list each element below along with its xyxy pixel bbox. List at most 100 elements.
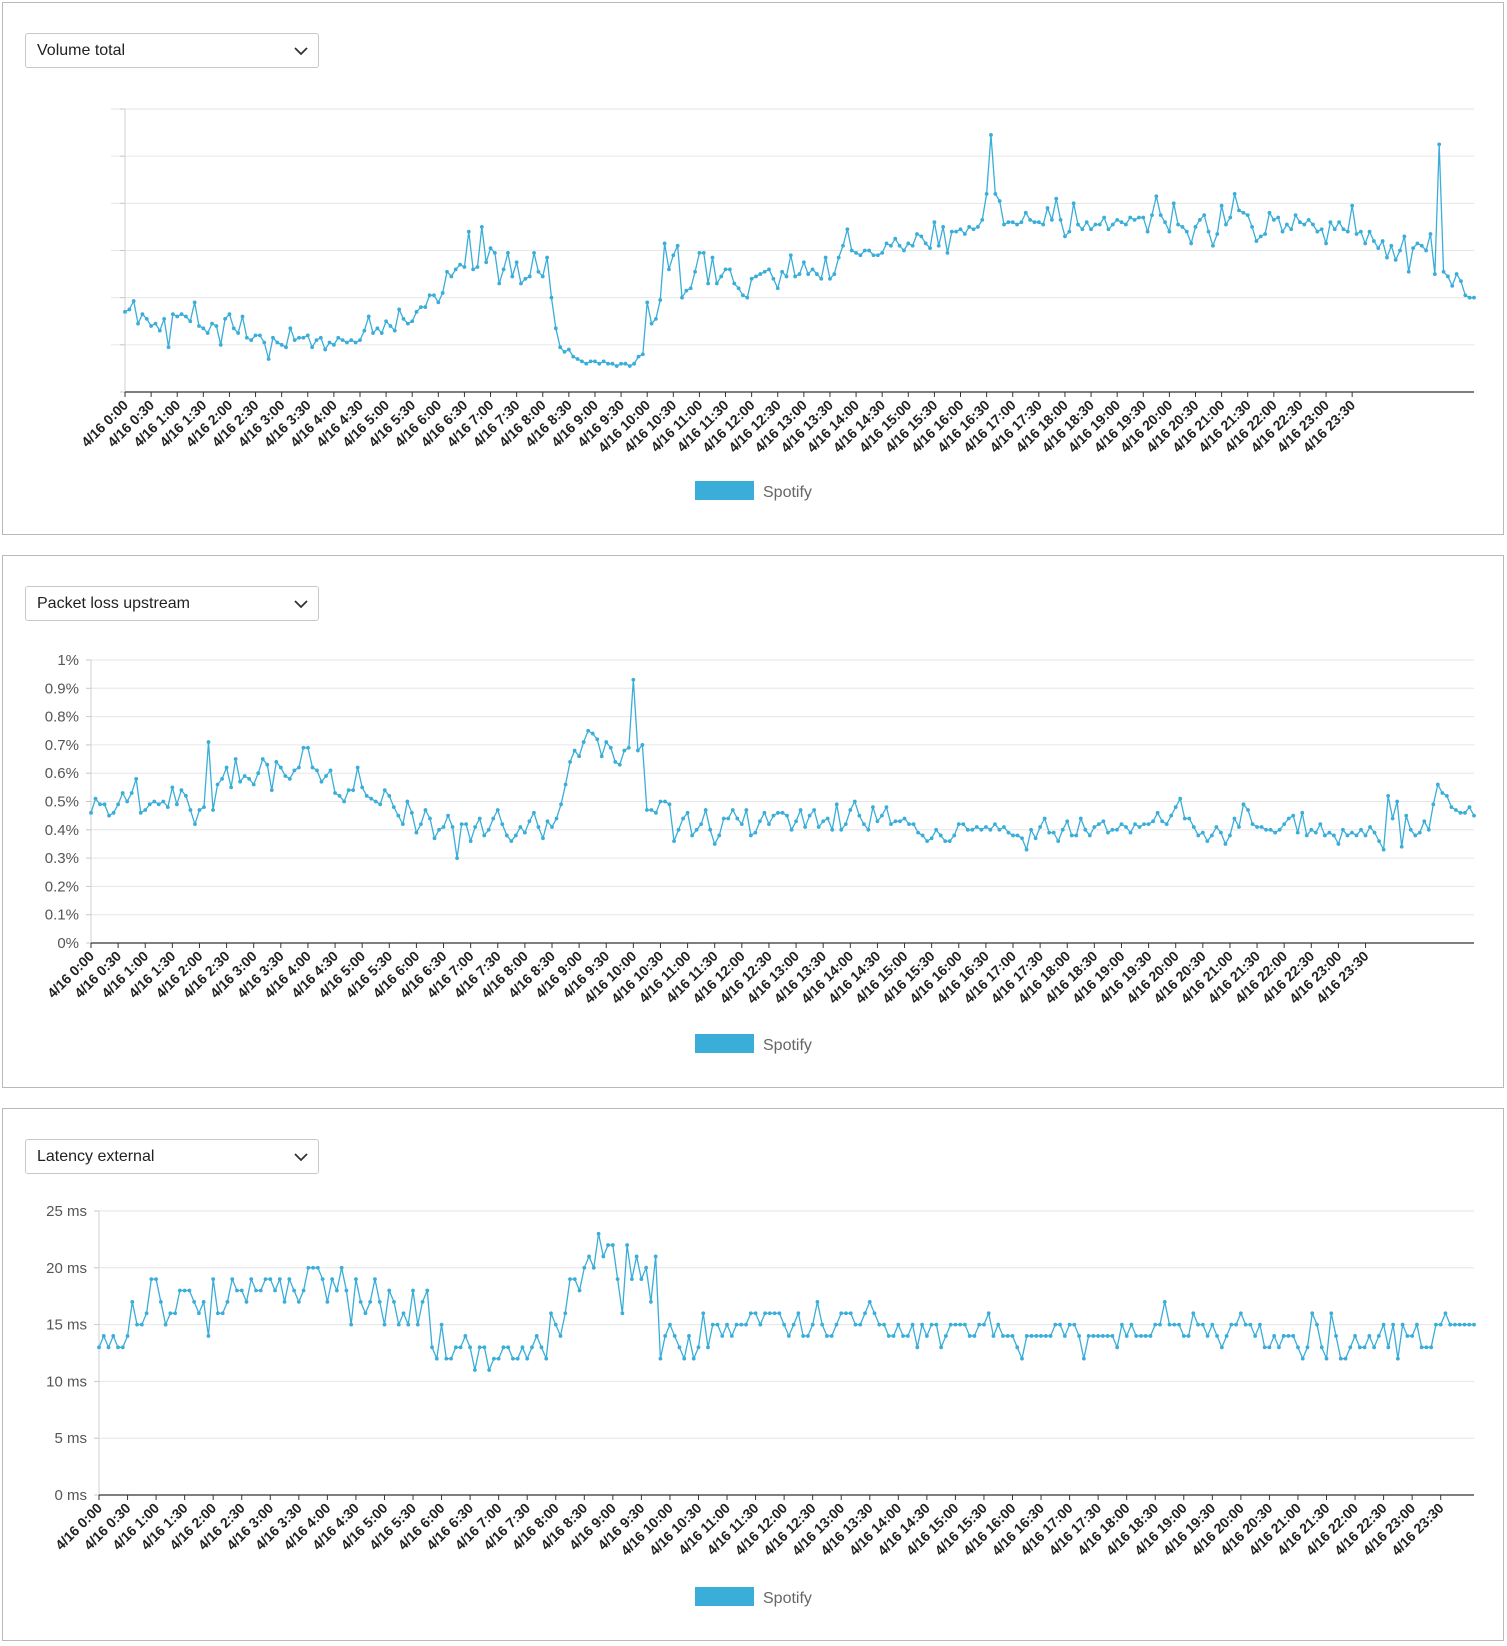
data-point: [400, 822, 405, 827]
data-point: [1324, 241, 1328, 246]
data-point: [1129, 1322, 1134, 1327]
data-point: [645, 300, 650, 305]
data-point: [1381, 847, 1386, 852]
legend-swatch-spotify[interactable]: [695, 1587, 754, 1606]
data-point: [1250, 225, 1254, 229]
data-point: [983, 825, 988, 829]
data-point: [449, 1356, 453, 1361]
metric-selector[interactable]: Latency external: [25, 1139, 319, 1174]
data-point: [858, 1322, 863, 1327]
data-point: [491, 816, 496, 821]
data-point: [1110, 827, 1115, 832]
data-point: [1437, 142, 1442, 147]
data-point: [1150, 213, 1154, 218]
data-point: [563, 782, 568, 787]
data-point: [749, 276, 754, 281]
data-point: [762, 810, 767, 815]
y-tick-label: 0.3%: [45, 850, 79, 867]
data-point: [89, 810, 93, 815]
data-point: [828, 276, 832, 281]
data-point: [125, 799, 130, 804]
data-point: [582, 1265, 587, 1270]
data-point: [1069, 833, 1074, 838]
data-point: [1042, 816, 1047, 821]
legend-label-spotify[interactable]: Spotify: [763, 1590, 812, 1607]
data-point: [1034, 1334, 1039, 1338]
data-point: [1214, 825, 1219, 829]
data-point: [1237, 825, 1241, 829]
data-point: [1002, 222, 1006, 227]
data-point: [893, 236, 898, 241]
data-point: [1291, 813, 1296, 818]
y-tick-label: 0.4%: [45, 822, 79, 839]
data-point: [144, 316, 149, 321]
data-point: [1315, 229, 1320, 234]
data-point: [1206, 229, 1211, 234]
data-point: [588, 359, 593, 364]
data-point: [712, 842, 717, 846]
data-point: [1143, 1334, 1148, 1338]
data-point: [339, 1265, 344, 1270]
data-point: [694, 827, 699, 832]
y-tick-label: 0%: [57, 935, 79, 952]
data-point: [466, 229, 471, 234]
legend-label-spotify[interactable]: Spotify: [763, 1037, 812, 1054]
data-point: [586, 728, 591, 733]
data-point: [305, 333, 310, 338]
data-point: [836, 255, 841, 260]
metric-selector[interactable]: Volume total: [25, 33, 319, 68]
data-point: [258, 333, 262, 338]
data-point: [287, 1277, 292, 1282]
data-point: [163, 1322, 168, 1327]
data-point: [590, 731, 595, 736]
data-point: [1248, 1322, 1253, 1327]
data-point: [1093, 222, 1098, 227]
legend-label-spotify[interactable]: Spotify: [763, 484, 812, 501]
data-point: [784, 274, 789, 279]
metric-selector[interactable]: Packet loss upstream: [25, 586, 319, 621]
data-point: [571, 354, 576, 359]
data-point: [349, 338, 354, 343]
legend-swatch-spotify[interactable]: [695, 1034, 754, 1053]
data-point: [401, 1311, 406, 1316]
data-point: [1467, 295, 1472, 300]
data-point: [314, 338, 319, 343]
data-point: [152, 799, 157, 804]
data-point: [1243, 1322, 1248, 1327]
data-point: [1178, 796, 1183, 801]
data-point: [1293, 213, 1298, 218]
y-tick-label: 5 ms: [54, 1430, 87, 1447]
legend-swatch-spotify[interactable]: [695, 481, 754, 500]
data-point: [1362, 1345, 1367, 1350]
data-point: [362, 328, 367, 333]
data-point: [812, 808, 817, 812]
data-point: [161, 799, 166, 804]
data-point: [662, 241, 667, 246]
data-point: [187, 1288, 192, 1293]
data-point: [1084, 220, 1089, 225]
latency-external-panel: Latency external 0 ms 5 ms 10 ms 15 ms 20 ms…: [2, 1108, 1504, 1641]
data-point: [1417, 830, 1422, 835]
data-point: [1200, 1322, 1205, 1327]
data-point: [793, 274, 798, 279]
data-point: [544, 1356, 549, 1361]
data-point: [1100, 1334, 1105, 1338]
data-point: [545, 255, 550, 260]
data-point: [336, 335, 341, 340]
data-point: [1119, 822, 1124, 827]
data-point: [667, 802, 672, 807]
data-point: [1313, 830, 1318, 835]
data-point: [188, 319, 193, 324]
data-point: [534, 1334, 539, 1338]
data-point: [1454, 272, 1459, 276]
data-point: [1472, 295, 1476, 300]
data-point: [1467, 805, 1472, 810]
data-point: [301, 1288, 306, 1293]
data-point: [266, 357, 271, 361]
y-tick-label: 10 ms: [46, 1373, 87, 1390]
data-point: [553, 326, 558, 331]
data-point: [345, 340, 349, 345]
data-point: [1350, 203, 1355, 208]
data-point: [729, 1334, 734, 1338]
data-point: [1258, 1322, 1262, 1327]
